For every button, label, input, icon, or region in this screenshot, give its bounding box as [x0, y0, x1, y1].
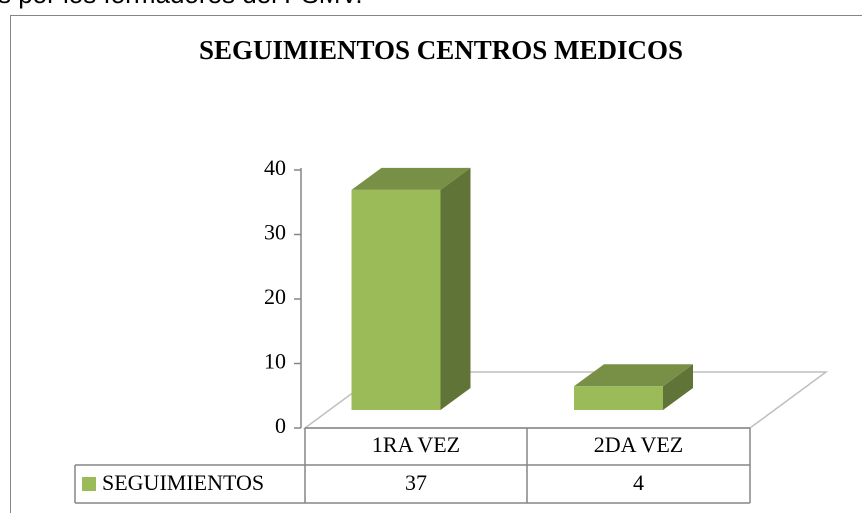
bar-top: [574, 364, 693, 387]
y-tick-label: 40: [264, 155, 286, 180]
bar: [351, 167, 471, 410]
legend-swatch: [82, 477, 96, 491]
page-text: s por los formadores del PSMV.: [0, 0, 363, 9]
x-tick-label: 2DA VEZ: [594, 432, 683, 457]
table-value: 37: [405, 470, 427, 495]
chart-title: SEGUIMIENTOS CENTROS MEDICOS: [199, 35, 683, 65]
legend-label: SEGUIMIENTOS: [102, 470, 264, 495]
bar-top: [351, 167, 471, 190]
bar-side: [440, 167, 471, 410]
y-tick-label: 30: [264, 220, 286, 245]
bar: [574, 364, 693, 410]
bar-front: [351, 189, 441, 410]
chart-border: [10, 15, 862, 513]
table-value: 4: [633, 470, 644, 495]
y-tick-label: 10: [264, 349, 286, 374]
bar-side: [663, 364, 693, 410]
x-tick-label: 1RA VEZ: [372, 432, 460, 457]
y-tick-label: 20: [264, 284, 286, 309]
bar-front: [574, 386, 663, 410]
y-tick-label: 0: [275, 413, 286, 438]
